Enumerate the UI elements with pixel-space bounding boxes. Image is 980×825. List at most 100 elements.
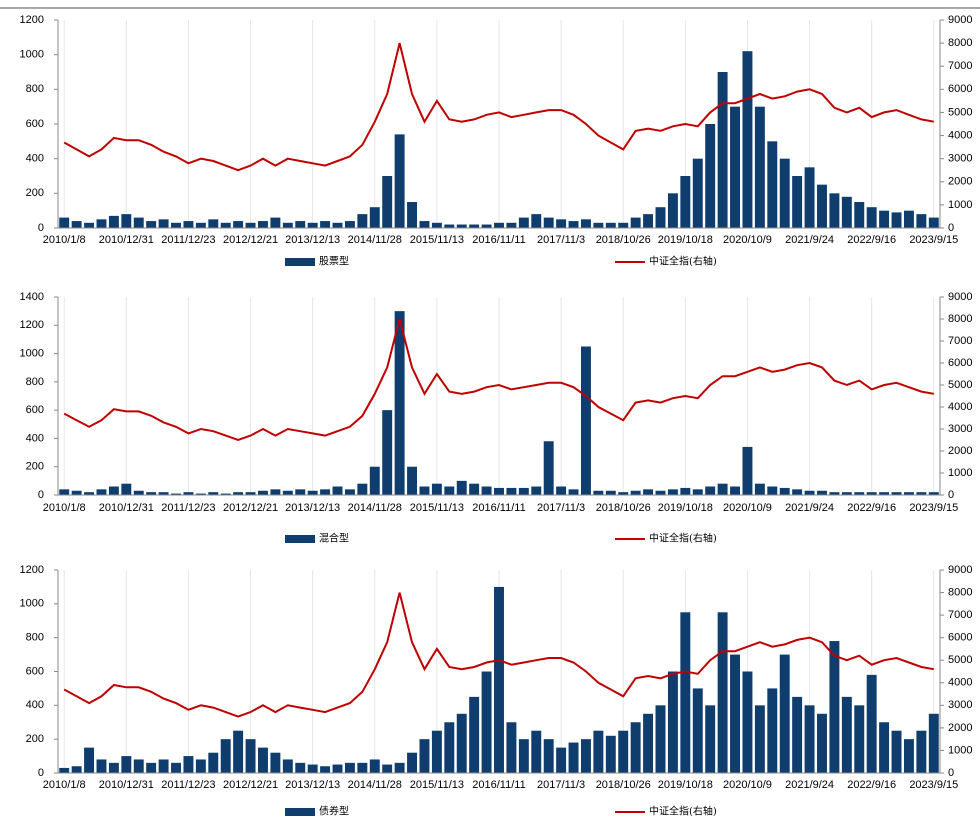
bar [817,490,827,495]
bar [84,222,95,228]
bar [568,489,579,495]
bar [96,219,107,228]
x-tick-label: 2018/10/26 [596,234,651,246]
x-tick-label: 2020/10/9 [723,234,772,246]
bar [444,486,455,495]
bar [866,674,877,773]
bar [829,492,840,495]
x-tick-label: 2014/11/28 [348,502,402,514]
bar [332,764,343,773]
x-tick-label: 2010/12/31 [99,234,154,246]
bar [71,490,82,495]
bar [146,762,157,773]
bar [556,747,567,773]
bar [605,222,616,228]
bar [754,705,765,773]
y-tick-label: 1000 [20,347,44,359]
bar [469,696,480,773]
bar [431,483,442,495]
bar [643,489,654,495]
bar [84,747,95,773]
bar [531,730,542,773]
bar [879,210,890,228]
bar [667,671,678,773]
bar [667,489,678,495]
bar [630,217,641,228]
bar [245,492,256,495]
bar [96,489,107,495]
bar [556,219,567,228]
bar [146,492,157,495]
bar [220,493,231,495]
bar [344,489,355,495]
bar [779,158,790,228]
bar [419,221,430,228]
y-tick-label: 400 [26,699,44,711]
bar [605,735,616,773]
bar [742,446,753,495]
bar [804,705,815,773]
bar [580,346,591,495]
bar [730,654,740,773]
x-tick-label: 2017/11/3 [537,502,585,514]
bar [59,489,70,495]
x-tick-label: 2013/12/13 [285,779,340,791]
x-tick-label: 2015/11/13 [410,234,464,246]
bar [481,486,492,495]
line [63,42,934,172]
bar [879,492,890,495]
legend-swatch [285,535,315,543]
y2-tick-label: 0 [948,222,954,234]
x-tick-label: 2017/11/3 [537,779,585,791]
x-tick-label: 2020/10/9 [723,502,772,514]
y2-tick-label: 9000 [948,14,972,26]
bar [71,221,82,228]
bar [630,722,641,773]
x-tick-label: 2011/12/23 [161,502,215,514]
bar [692,489,703,495]
bar [494,487,504,495]
y2-tick-label: 3000 [948,699,972,711]
bar [456,713,467,773]
bar [382,764,393,773]
bar [394,134,405,228]
bar [928,217,939,228]
y2-tick-label: 1000 [948,199,972,211]
bar [605,490,616,495]
x-tick-label: 2013/12/13 [285,502,340,514]
bar [717,612,728,773]
bar [407,752,418,773]
bar [195,493,206,495]
bar [195,759,206,773]
y-tick-label: 1200 [20,14,44,26]
bar [158,759,169,773]
bar [518,739,529,773]
y2-tick-label: 1000 [948,744,972,756]
x-tick-label: 2010/1/8 [43,234,86,246]
bar [543,739,554,773]
bar [133,217,144,228]
y2-tick-label: 2000 [948,176,972,188]
bar [357,762,368,773]
bar [568,221,579,228]
bar [431,222,442,228]
bar [407,466,418,495]
bar [258,490,268,495]
bar [817,713,827,773]
y2-tick-label: 4000 [948,129,972,141]
bar [295,489,306,495]
x-tick-label: 2017/11/3 [537,234,585,246]
bar [357,214,368,228]
bar [307,222,318,228]
bar [717,483,728,495]
y-tick-label: 800 [26,632,44,644]
bar [121,483,132,495]
bar [779,654,790,773]
y-tick-label: 1000 [20,598,44,610]
x-tick-label: 2015/11/13 [410,502,464,514]
y2-tick-label: 8000 [948,586,972,598]
y2-tick-label: 5000 [948,379,972,391]
x-tick-label: 2011/12/23 [161,234,215,246]
y2-tick-label: 5000 [948,654,972,666]
bar [121,756,132,773]
